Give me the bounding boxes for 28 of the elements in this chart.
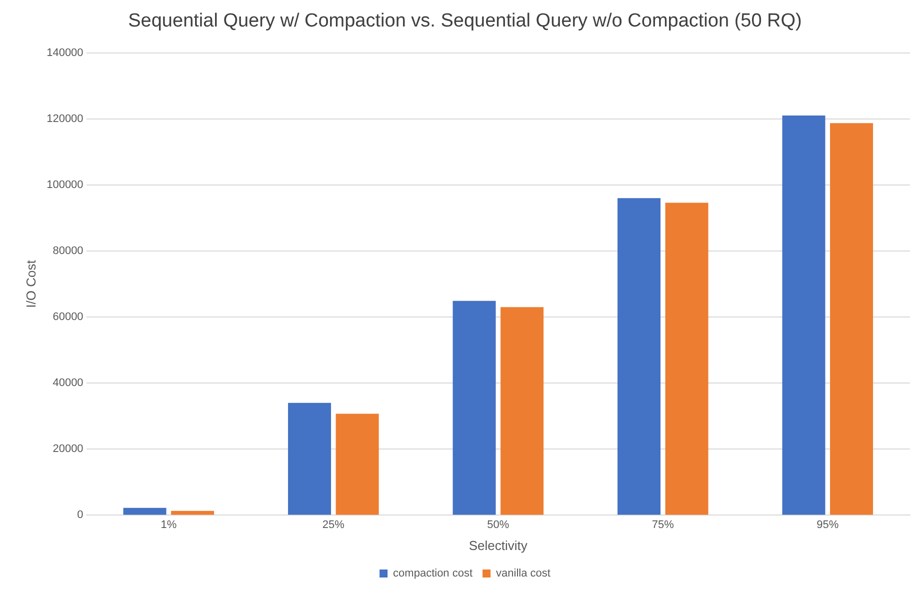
chart-title: Sequential Query w/ Compaction vs. Sequential Query w/o Compaction (50 RQ) — [128, 10, 802, 32]
y-tick-label: 20000 — [52, 443, 84, 456]
x-tick-label: 25% — [322, 518, 345, 531]
x-tick-label: 1% — [160, 518, 177, 531]
y-tick-label: 140000 — [46, 46, 84, 59]
legend-label: compaction cost — [393, 568, 473, 580]
bar — [665, 202, 708, 515]
x-tick-label: 75% — [652, 518, 674, 531]
bar — [452, 300, 496, 515]
x-tick-label: 95% — [816, 518, 839, 531]
bar — [171, 510, 214, 515]
bar — [336, 414, 379, 515]
y-tick-label: 0 — [77, 509, 84, 522]
y-tick-label: 40000 — [52, 377, 84, 390]
bar — [500, 307, 544, 515]
y-tick-label: 80000 — [52, 245, 84, 258]
bar — [123, 508, 166, 515]
y-tick-label: 100000 — [46, 178, 84, 191]
y-tick-label: 120000 — [46, 112, 84, 125]
bar — [830, 123, 874, 515]
bar — [618, 198, 661, 515]
x-axis-title: Selectivity — [468, 538, 528, 553]
bar — [288, 402, 332, 515]
bar — [782, 116, 826, 515]
legend-label: vanilla cost — [496, 568, 550, 580]
y-tick-label: 60000 — [52, 311, 84, 324]
y-axis-title: I/O Cost — [23, 260, 38, 308]
x-tick-label: 50% — [487, 518, 510, 531]
